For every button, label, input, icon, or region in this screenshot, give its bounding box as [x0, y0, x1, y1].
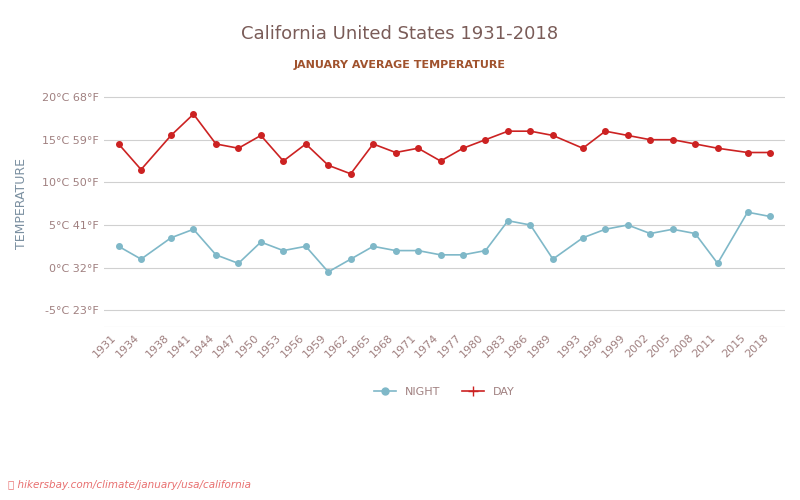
Text: 🔴 hikersbay.com/climate/january/usa/california: 🔴 hikersbay.com/climate/january/usa/cali… [8, 480, 251, 490]
Text: JANUARY AVERAGE TEMPERATURE: JANUARY AVERAGE TEMPERATURE [294, 60, 506, 70]
Text: California United States 1931-2018: California United States 1931-2018 [242, 25, 558, 43]
Y-axis label: TEMPERATURE: TEMPERATURE [15, 158, 28, 249]
Legend: NIGHT, DAY: NIGHT, DAY [369, 382, 519, 401]
